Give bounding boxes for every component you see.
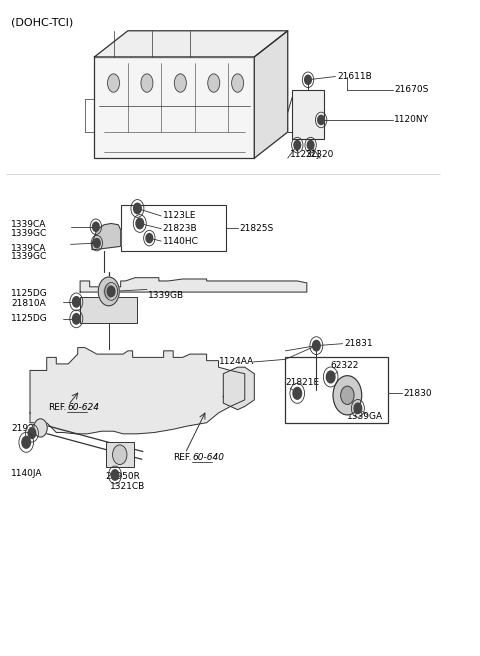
Circle shape [133, 203, 141, 214]
Ellipse shape [232, 74, 243, 92]
Bar [292, 90, 324, 138]
Text: 1339GA: 1339GA [348, 412, 384, 420]
Text: 1339GC: 1339GC [11, 253, 47, 261]
Circle shape [113, 445, 127, 464]
Text: 62322: 62322 [331, 361, 359, 370]
Polygon shape [80, 277, 307, 292]
Circle shape [111, 470, 119, 480]
Text: 60-640: 60-640 [192, 453, 224, 462]
Polygon shape [254, 31, 288, 158]
Polygon shape [92, 224, 120, 250]
Text: 21950R: 21950R [106, 472, 140, 482]
Bar [80, 297, 137, 323]
Ellipse shape [208, 74, 220, 92]
Circle shape [341, 386, 354, 405]
Bar [120, 205, 226, 251]
Text: 1140HC: 1140HC [163, 237, 199, 245]
Circle shape [312, 340, 320, 351]
Circle shape [307, 140, 314, 150]
Ellipse shape [141, 74, 153, 92]
Text: 21830: 21830 [404, 389, 432, 398]
Text: 1125DG: 1125DG [11, 289, 48, 298]
Ellipse shape [108, 74, 120, 92]
Bar [285, 358, 388, 422]
Circle shape [136, 218, 144, 229]
Text: 21831: 21831 [344, 339, 372, 348]
Text: 60-624: 60-624 [67, 403, 99, 412]
Text: 1339GC: 1339GC [11, 229, 47, 237]
Circle shape [318, 115, 324, 125]
Bar [106, 442, 133, 467]
FancyBboxPatch shape [95, 57, 254, 158]
Text: 1123LE: 1123LE [163, 211, 196, 220]
Text: 1339CA: 1339CA [11, 220, 46, 230]
Text: 1339GB: 1339GB [148, 291, 184, 300]
Text: REF.: REF. [173, 453, 192, 462]
Circle shape [34, 419, 47, 437]
Circle shape [326, 371, 335, 383]
Circle shape [93, 222, 99, 232]
Circle shape [94, 239, 100, 248]
Circle shape [146, 234, 153, 243]
Text: 22320: 22320 [306, 150, 334, 159]
Circle shape [22, 436, 31, 448]
Circle shape [28, 428, 36, 438]
Text: 1321CB: 1321CB [110, 482, 145, 491]
Text: 1140JA: 1140JA [11, 468, 42, 478]
Text: REF.: REF. [48, 403, 67, 412]
Circle shape [98, 277, 119, 306]
Circle shape [294, 140, 300, 150]
Text: 1123LJ: 1123LJ [290, 150, 321, 159]
Text: 1120NY: 1120NY [394, 115, 429, 125]
Text: 21821E: 21821E [285, 378, 320, 387]
Polygon shape [95, 31, 288, 57]
Circle shape [333, 376, 362, 415]
Circle shape [72, 297, 80, 307]
Text: 21810A: 21810A [11, 299, 46, 308]
Text: 1124AA: 1124AA [219, 358, 254, 367]
Circle shape [104, 285, 114, 298]
Ellipse shape [174, 74, 186, 92]
Circle shape [305, 75, 312, 85]
Text: 1339CA: 1339CA [11, 244, 46, 253]
Text: 1125DG: 1125DG [11, 314, 48, 323]
Polygon shape [223, 367, 254, 409]
Circle shape [108, 286, 115, 297]
Text: 21823B: 21823B [163, 224, 197, 234]
Polygon shape [30, 348, 245, 434]
Circle shape [293, 388, 301, 400]
Text: 21825S: 21825S [239, 224, 273, 233]
Text: (DOHC-TCI): (DOHC-TCI) [11, 18, 73, 28]
Text: 21670S: 21670S [394, 85, 429, 94]
Text: 21920: 21920 [11, 424, 39, 433]
Text: 21611B: 21611B [337, 72, 372, 81]
Circle shape [72, 314, 80, 324]
Circle shape [354, 403, 362, 413]
